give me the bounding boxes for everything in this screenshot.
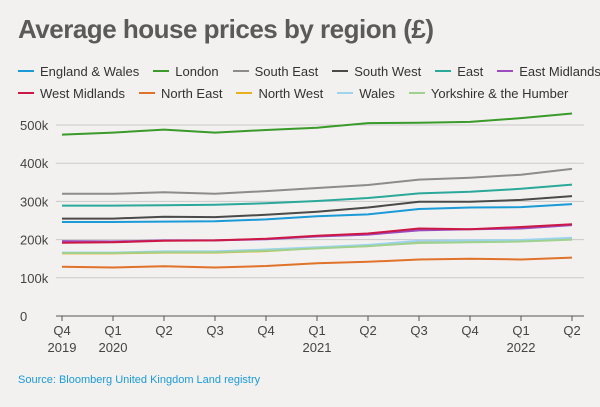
legend-item-england-and-wales: England & Wales xyxy=(18,64,139,79)
x-tick-label: Q1 xyxy=(308,323,325,338)
legend-swatch xyxy=(18,70,34,72)
legend-item-wales: Wales xyxy=(337,86,395,101)
legend-item-west-midlands: West Midlands xyxy=(18,86,125,101)
legend-item-south-east: South East xyxy=(232,63,319,79)
x-tick-label: Q4 xyxy=(53,323,70,338)
legend-item-east-midlands: East Midlands xyxy=(497,64,600,79)
y-tick-label: 200k xyxy=(20,233,49,248)
x-tick-label: Q1 xyxy=(104,323,121,338)
series-line-north-east xyxy=(61,256,573,269)
legend-item-north-east: North East xyxy=(139,86,222,101)
legend-label: West Midlands xyxy=(40,85,126,101)
legend-label: England & Wales xyxy=(40,63,140,79)
legend: England & Wales London South East South Wes… xyxy=(18,60,600,104)
legend-row-1: England & Wales London South East South Wes… xyxy=(18,60,600,82)
legend-label: East Midlands xyxy=(519,63,600,79)
legend-item-london: London xyxy=(153,63,219,79)
source-note: Source: Bloomberg United Kingdom Land re… xyxy=(18,374,261,386)
series-line-east xyxy=(62,183,573,207)
x-tick-year-label: 2022 xyxy=(507,340,536,355)
y-tick-label: 300k xyxy=(20,194,49,209)
x-tick-label: Q4 xyxy=(257,323,274,338)
legend-swatch xyxy=(232,70,249,72)
legend-swatch xyxy=(139,92,156,94)
x-axis: Q4 2019 Q1 2020 Q2 Q3 Q4 Q1 2021 Q2 Q3 Q4 Q1 2022 Q2 xyxy=(48,316,581,355)
gridlines xyxy=(56,124,584,317)
x-tick-label: Q2 xyxy=(563,323,580,338)
y-tick-label: 0 xyxy=(20,309,27,324)
legend-row-2: West Midlands North East North West Wales Yo… xyxy=(18,82,588,104)
legend-label: North West xyxy=(258,85,324,101)
x-tick-year-label: 2019 xyxy=(48,340,77,355)
chart-title: Average house prices by region (£) xyxy=(18,14,434,44)
series-line-england-and-wales xyxy=(62,203,573,223)
legend-swatch xyxy=(435,70,452,72)
legend-swatch xyxy=(497,70,514,72)
x-tick-year-label: 2021 xyxy=(303,340,332,355)
x-tick-label: Q1 xyxy=(512,323,529,338)
series-line-south-east xyxy=(62,167,573,195)
legend-item-yorkshire-and-the-humber: Yorkshire & the Humber xyxy=(408,85,569,101)
legend-swatch xyxy=(153,70,170,72)
series-line-yorkshire-and-the-humber xyxy=(62,238,573,254)
legend-label: Wales xyxy=(359,85,395,101)
legend-swatch xyxy=(337,92,354,94)
legend-item-east: East xyxy=(435,64,483,79)
y-axis: 0 100k 200k 300k 400k 500k xyxy=(20,118,49,324)
series-line-london xyxy=(61,112,573,136)
x-tick-label: Q4 xyxy=(461,323,478,338)
legend-label: East xyxy=(457,63,484,79)
y-tick-label: 500k xyxy=(20,118,49,133)
x-tick-label: Q2 xyxy=(359,323,376,338)
x-tick-label: Q3 xyxy=(410,323,427,338)
series-line-south-west xyxy=(62,195,573,220)
legend-swatch xyxy=(236,92,253,94)
legend-label: North East xyxy=(161,85,223,101)
legend-item-south-west: South West xyxy=(332,64,421,79)
legend-label: South East xyxy=(254,63,319,79)
legend-swatch xyxy=(332,70,349,72)
legend-swatch xyxy=(18,92,34,94)
y-tick-label: 100k xyxy=(20,271,49,286)
legend-label: South West xyxy=(354,63,422,79)
legend-item-north-west: North West xyxy=(236,86,323,101)
x-tick-label: Q2 xyxy=(155,323,172,338)
legend-label: Yorkshire & the Humber xyxy=(430,85,569,101)
x-tick-label: Q3 xyxy=(206,323,223,338)
series-line-west-midlands xyxy=(61,223,573,244)
series-lines xyxy=(61,112,573,269)
x-tick-year-label: 2020 xyxy=(99,340,128,355)
legend-label: London xyxy=(175,63,219,79)
y-tick-label: 400k xyxy=(20,156,49,171)
legend-swatch xyxy=(408,92,425,94)
